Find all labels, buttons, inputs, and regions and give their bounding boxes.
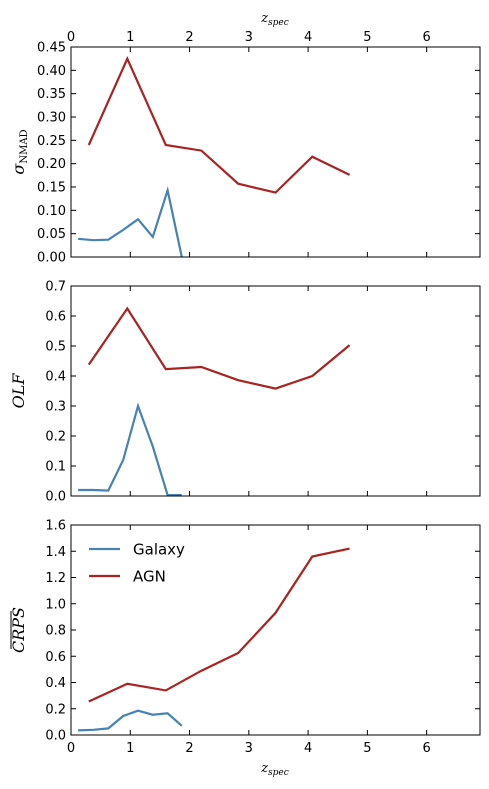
series-line-galaxy bbox=[78, 402, 182, 496]
y-tick-label: 0.35 bbox=[37, 87, 66, 102]
y-tick-label: 0.30 bbox=[37, 111, 66, 126]
y-tick-label: 0.25 bbox=[37, 134, 66, 149]
x-tick-label: 1 bbox=[126, 741, 134, 756]
y-tick-label: 0.45 bbox=[37, 41, 66, 56]
axes-frame bbox=[70, 46, 481, 258]
x-tick-label: 2 bbox=[185, 741, 193, 756]
legend-label-agn: AGN bbox=[133, 568, 166, 586]
x-tick-label: 3 bbox=[245, 30, 253, 45]
y-axis-label: σNMAD bbox=[9, 129, 30, 174]
y-tick-label: 1.6 bbox=[45, 519, 66, 534]
y-tick-label: 1.2 bbox=[45, 571, 66, 586]
x-tick-label: 6 bbox=[423, 30, 431, 45]
y-tick-label: 0.8 bbox=[45, 624, 66, 639]
y-tick-label: 0.15 bbox=[37, 181, 66, 196]
y-tick-label: 0.2 bbox=[45, 702, 66, 717]
x-tick-label: 0 bbox=[67, 30, 75, 45]
series-line-galaxy bbox=[78, 186, 183, 257]
y-axis-label: CRPS bbox=[9, 607, 28, 653]
x-tick-label: 2 bbox=[185, 30, 193, 45]
y-tick-label: 0.10 bbox=[37, 204, 66, 219]
y-axis-label: OLF bbox=[9, 373, 28, 409]
series-line-agn bbox=[87, 56, 351, 194]
top-x-axis-label: zspec bbox=[260, 11, 289, 28]
x-tick-label: 5 bbox=[363, 30, 371, 45]
axes-frame bbox=[70, 285, 481, 497]
y-tick-label: 0.5 bbox=[45, 340, 66, 355]
y-tick-label: 0.4 bbox=[45, 676, 66, 691]
x-tick-label: 1 bbox=[126, 30, 134, 45]
x-tick-label: 0 bbox=[67, 741, 75, 756]
y-tick-label: 1.0 bbox=[45, 597, 66, 612]
x-tick-label: 4 bbox=[304, 30, 312, 45]
x-tick-label: 6 bbox=[423, 741, 431, 756]
y-tick-label: 0.40 bbox=[37, 64, 66, 79]
y-tick-label: 0.3 bbox=[45, 400, 66, 415]
y-tick-label: 0.6 bbox=[45, 310, 66, 325]
y-tick-label: 0.7 bbox=[45, 280, 66, 295]
legend: Galaxy AGN bbox=[89, 541, 185, 586]
series-line-agn bbox=[88, 547, 350, 703]
y-tick-label: 0.05 bbox=[37, 227, 66, 242]
series-line-agn bbox=[87, 306, 351, 390]
x-tick-label: 5 bbox=[363, 741, 371, 756]
panel-1: 0 1 2 3 4 5 6 0.00 0.05 0.10 0.15 0.20 0.25 0.30 0.35 0… bbox=[9, 30, 481, 266]
y-tick-label: 0.0 bbox=[45, 490, 66, 505]
y-tick-label: 0.00 bbox=[37, 251, 66, 266]
y-tick-label: 0.4 bbox=[45, 370, 66, 385]
bottom-x-axis-label: zspec bbox=[260, 761, 289, 778]
series-line-galaxy bbox=[78, 709, 183, 732]
y-tick-label: 1.4 bbox=[45, 545, 66, 560]
y-tick-label: 0.0 bbox=[45, 729, 66, 744]
y-tick-label: 0.1 bbox=[45, 460, 66, 475]
y-tick-label: 0.6 bbox=[45, 650, 66, 665]
legend-label-galaxy: Galaxy bbox=[133, 541, 185, 559]
y-tick-label: 0.2 bbox=[45, 430, 66, 445]
panel-3: 0 1 2 3 4 5 6 0.0 0.2 0.4 0.6 0.8 1.0 1.2 1.4 1.6 CRPS Ga… bbox=[9, 519, 481, 756]
x-tick-label: 4 bbox=[304, 741, 312, 756]
y-tick-label: 0.20 bbox=[37, 157, 66, 172]
x-tick-label: 3 bbox=[245, 741, 253, 756]
panel-2: 0.0 0.1 0.2 0.3 0.4 0.5 0.6 0.7 OLF bbox=[9, 280, 481, 505]
